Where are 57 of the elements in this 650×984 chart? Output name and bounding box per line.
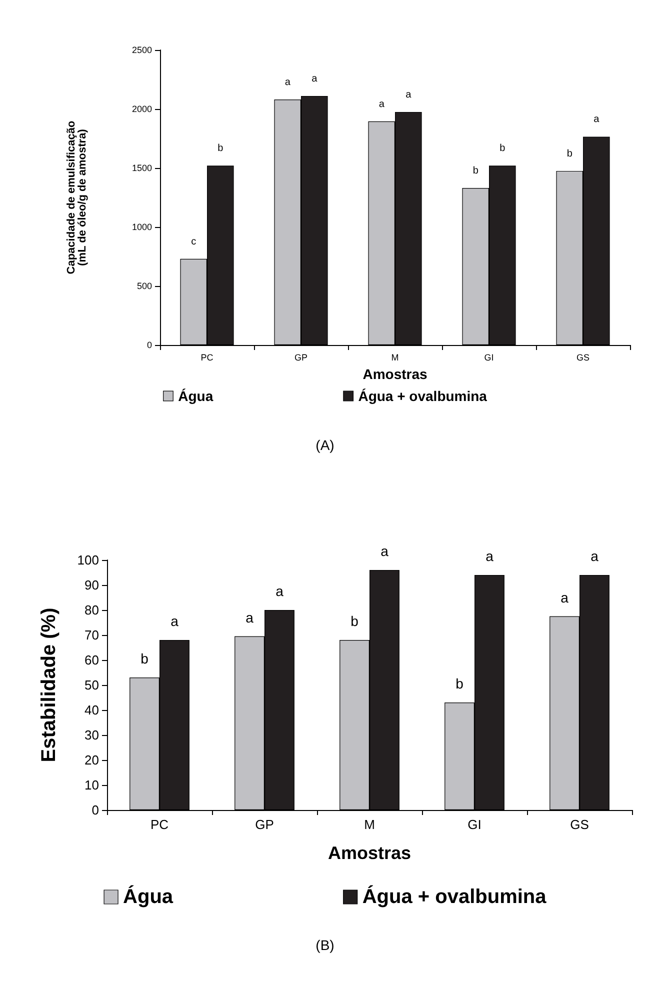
- text: (A): [316, 437, 334, 453]
- data-label: a: [246, 609, 254, 626]
- x-tick-label: GS: [576, 352, 590, 362]
- data-label: a: [560, 589, 569, 606]
- data-label: b: [566, 148, 573, 160]
- y-tick-label: 20: [84, 752, 99, 768]
- legend-label: Água: [178, 388, 214, 404]
- data-label: b: [456, 676, 464, 692]
- data-label: b: [472, 166, 479, 177]
- text: (B): [316, 937, 334, 953]
- y-tick-label: 500: [136, 281, 152, 291]
- y-tick-label: 80: [84, 602, 99, 618]
- data-label: a: [312, 74, 318, 85]
- data-label: b: [350, 613, 359, 629]
- data-label: c: [191, 236, 196, 248]
- y-tick-label: 2500: [132, 45, 152, 55]
- x-axis-title: Amostras: [328, 843, 412, 863]
- data-label: a: [276, 583, 284, 599]
- y-tick-label: 70: [84, 628, 99, 642]
- legend-label: Água + ovalbumina: [362, 885, 548, 908]
- y-tick-label: 2000: [132, 104, 152, 114]
- x-tick-label: GP: [294, 352, 308, 362]
- data-label: a: [378, 98, 385, 110]
- y-tick-label: 0: [146, 340, 152, 350]
- y-axis-title: Capacidade de emulsificação (mL de óleo/g de amostra): [66, 120, 88, 274]
- y-tick-label: 1500: [132, 163, 152, 173]
- x-tick-label: GS: [570, 817, 590, 832]
- data-label: b: [218, 143, 224, 154]
- y-tick-label: 100: [77, 552, 99, 568]
- data-label: a: [170, 613, 179, 629]
- y-tick-label: 60: [84, 652, 99, 668]
- data-label: a: [380, 543, 389, 559]
- x-tick-label: GP: [255, 817, 274, 832]
- data-label: a: [406, 89, 412, 100]
- y-tick-label: 40: [84, 702, 99, 718]
- x-axis-title: Amostras: [362, 366, 428, 382]
- x-tick-label: GI: [468, 817, 482, 832]
- data-label: b: [140, 650, 149, 666]
- x-tick-label: PC: [200, 352, 214, 362]
- data-label: a: [594, 114, 600, 126]
- x-tick-label: M: [391, 352, 399, 362]
- y-tick-label: 1000: [132, 222, 152, 232]
- y-tick-label: 0: [92, 802, 99, 818]
- legend-label: Água: [123, 885, 174, 908]
- data-label: b: [500, 143, 506, 154]
- y-tick-label: 10: [84, 778, 99, 792]
- legend-label: Água + ovalbumina: [358, 388, 488, 404]
- data-label: a: [486, 548, 494, 564]
- y-axis-title: Estabilidade (%): [38, 608, 60, 762]
- y-tick-label: 50: [84, 678, 99, 692]
- data-label: a: [284, 77, 291, 88]
- x-tick-label: M: [364, 817, 375, 832]
- y-tick-label: 30: [84, 728, 99, 742]
- x-tick-label: PC: [150, 817, 169, 832]
- x-tick-label: GI: [484, 352, 494, 362]
- y-tick-label: 90: [84, 578, 99, 592]
- data-label: a: [590, 548, 599, 564]
